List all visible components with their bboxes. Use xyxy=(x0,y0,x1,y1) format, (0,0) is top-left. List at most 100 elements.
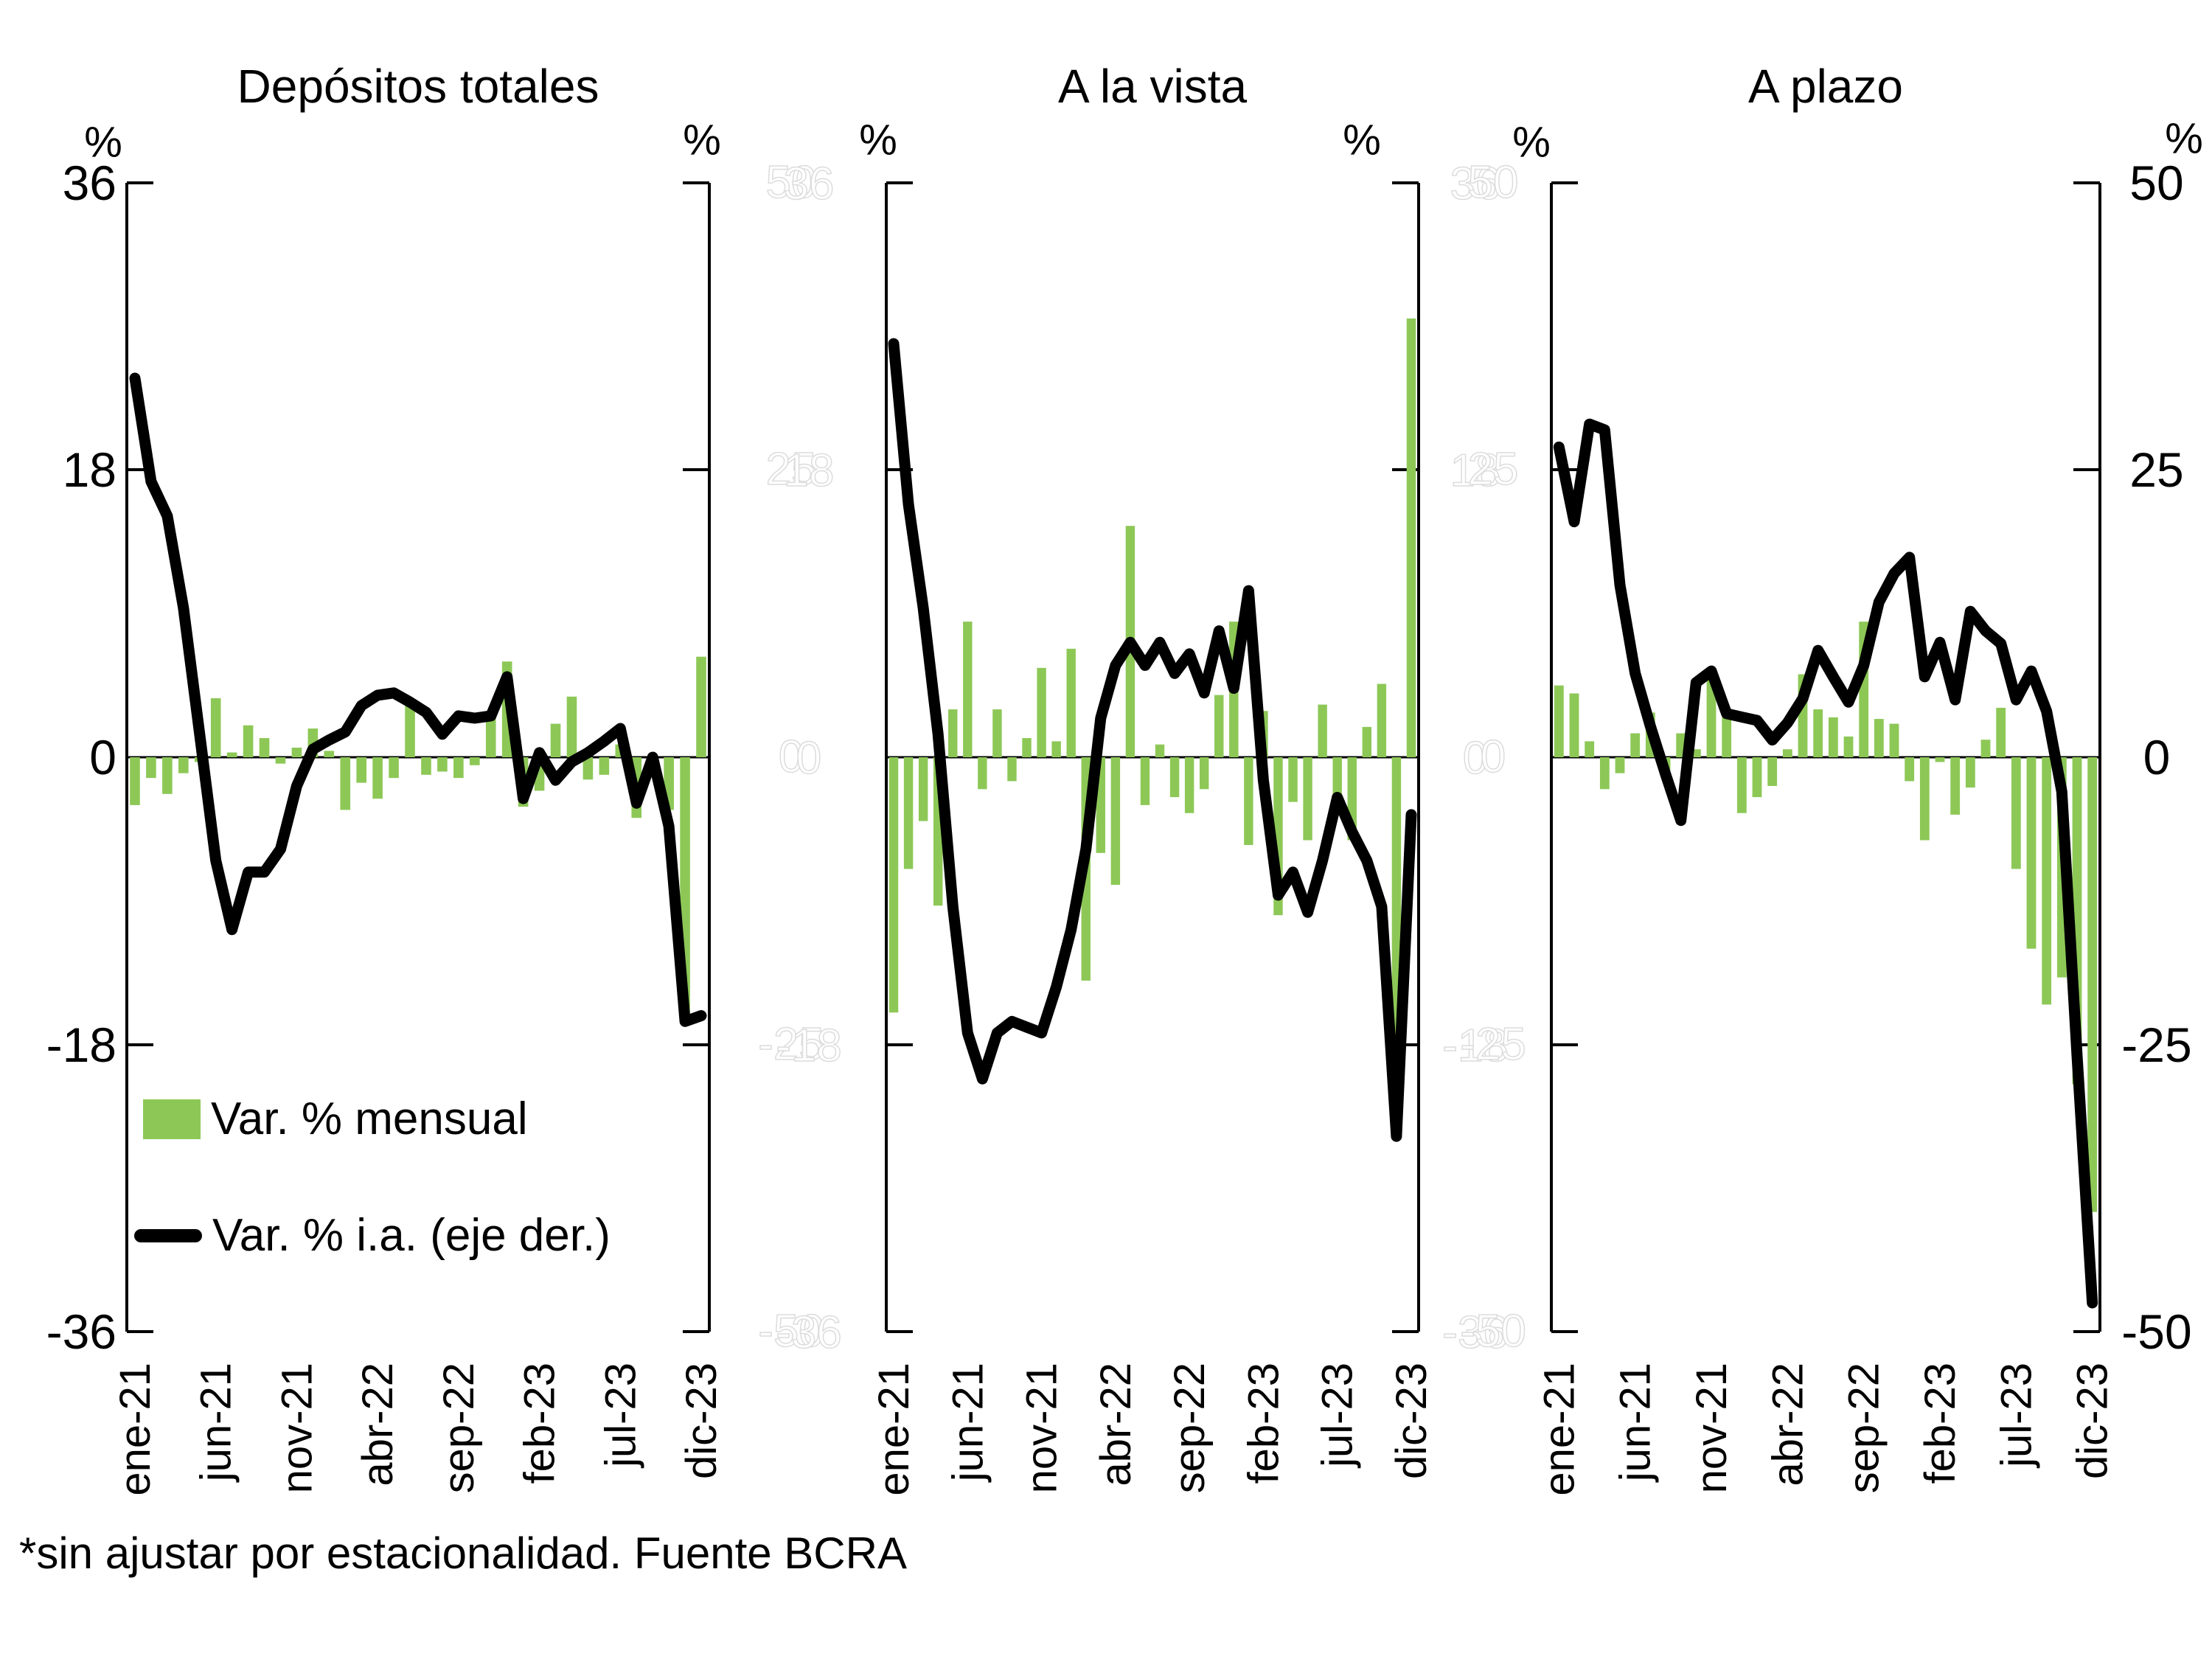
monthly-var-bar xyxy=(566,696,577,757)
monthly-var-bar xyxy=(243,725,254,757)
right-axis-label-m25: -25 xyxy=(2121,1018,2192,1072)
panel-title-a-plazo: A plazo xyxy=(1748,60,1903,113)
x-tick-label: jun-21 xyxy=(1612,1363,1660,1483)
x-tick-label: nov-21 xyxy=(1688,1363,1736,1493)
monthly-var-bar xyxy=(1377,684,1387,757)
monthly-var-bar xyxy=(1691,749,1701,757)
left-axis-label-m18: -18 xyxy=(46,1018,116,1072)
monthly-var-bar xyxy=(226,752,237,757)
monthly-var-bar xyxy=(437,757,448,772)
monthly-var-bar xyxy=(1828,717,1838,757)
x-tick-label: nov-21 xyxy=(273,1363,321,1493)
monthly-var-bar xyxy=(1874,719,1884,757)
right-axis-label-50: 50 xyxy=(2129,156,2184,210)
monthly-var-bar xyxy=(1214,695,1224,757)
legend-item-yoy: Var. % i.a. (eje der.) xyxy=(134,1209,611,1262)
monthly-var-bar xyxy=(1199,757,1209,790)
panel-title-a-la-vista: A la vista xyxy=(1057,60,1248,113)
monthly-var-bar xyxy=(1155,744,1165,757)
monthly-var-bar xyxy=(470,757,480,765)
ghost-label: -50 xyxy=(757,1306,824,1357)
monthly-var-bar xyxy=(2011,757,2021,869)
x-tick-label: abr-22 xyxy=(1764,1363,1812,1486)
monthly-var-bar xyxy=(146,757,156,779)
legend-bar-label: Var. % mensual xyxy=(211,1093,528,1144)
monthly-var-bar xyxy=(888,757,899,1013)
right-axis-label-0: 0 xyxy=(2143,730,2171,785)
panel-title-depositos-totales: Depósitos totales xyxy=(237,60,599,113)
monthly-var-bar xyxy=(1813,709,1823,757)
monthly-var-bar xyxy=(178,757,189,773)
monthly-var-bar xyxy=(1919,757,1930,841)
monthly-var-bar xyxy=(1007,757,1017,782)
monthly-var-bar xyxy=(1318,704,1327,757)
x-tick-label: feb-23 xyxy=(1916,1363,1964,1484)
monthly-var-bar xyxy=(1965,757,1975,788)
legend-line-label: Var. % i.a. (eje der.) xyxy=(212,1210,611,1261)
ghost-label: 0 xyxy=(796,733,822,784)
ghost-label: 36 xyxy=(1450,159,1501,209)
monthly-var-bar xyxy=(356,757,366,783)
ghost-label: 25 xyxy=(1467,444,1519,495)
monthly-var-bar xyxy=(1169,757,1180,798)
monthly-var-bar xyxy=(1950,757,1961,815)
monthly-var-bar xyxy=(992,709,1002,757)
monthly-var-bar xyxy=(903,757,914,869)
monthly-var-bar xyxy=(130,757,140,805)
x-tick-label: dic-23 xyxy=(2069,1363,2117,1479)
yoy-line xyxy=(1553,418,2098,1309)
x-tick-label: jul-23 xyxy=(1992,1363,2040,1469)
legend-line-swatch xyxy=(134,1228,202,1242)
ghost-label: 0 xyxy=(1480,731,1506,782)
left-axis-unit-panel2: % xyxy=(859,116,897,164)
ghost-label: 50 xyxy=(1467,157,1519,208)
monthly-var-bar xyxy=(1782,749,1792,757)
monthly-var-bar xyxy=(1980,740,1991,757)
monthly-var-bar xyxy=(1184,757,1194,813)
monthly-var-bar xyxy=(550,723,561,757)
right-axis-unit-panel3: % xyxy=(2165,114,2203,163)
x-tick-label: feb-23 xyxy=(516,1363,564,1484)
x-tick-label: ene-21 xyxy=(111,1363,159,1496)
monthly-var-bar xyxy=(1037,667,1046,757)
monthly-var-bar xyxy=(1585,741,1595,757)
monthly-var-bar xyxy=(2042,757,2052,1005)
monthly-var-bar xyxy=(1736,757,1747,813)
ghost-label: -36 xyxy=(775,1307,842,1358)
x-tick-label: nov-21 xyxy=(1018,1363,1066,1493)
source-note: *sin ajustar por estacionalidad. Fuente … xyxy=(19,1528,907,1578)
monthly-var-bar xyxy=(291,748,302,757)
left-axis-label-0: 0 xyxy=(89,730,116,785)
monthly-var-bar xyxy=(1843,736,1854,757)
x-tick-label: abr-22 xyxy=(354,1363,402,1486)
right-axis-unit-panel1: % xyxy=(683,116,721,164)
left-axis-unit-panel1: % xyxy=(84,118,122,167)
monthly-var-bar xyxy=(1362,726,1372,757)
monthly-var-bar xyxy=(1722,717,1732,757)
right-axis-unit-panel2: % xyxy=(1343,116,1381,164)
monthly-var-bar xyxy=(948,709,958,757)
ghost-label: -18 xyxy=(775,1020,842,1071)
legend-bar-swatch xyxy=(143,1099,201,1139)
x-tick-label: sep-22 xyxy=(1166,1363,1214,1493)
monthly-var-bar xyxy=(372,757,383,799)
monthly-var-bar xyxy=(1767,757,1778,786)
x-tick-label: jun-21 xyxy=(944,1363,992,1483)
x-tick-label: feb-23 xyxy=(1239,1363,1287,1484)
monthly-var-bar xyxy=(1303,757,1312,841)
x-tick-label: sep-22 xyxy=(435,1363,483,1493)
legend-item-monthly: Var. % mensual xyxy=(143,1093,528,1145)
monthly-var-bar xyxy=(1022,738,1032,757)
monthly-var-bar xyxy=(696,656,706,757)
monthly-var-bar xyxy=(1630,733,1641,757)
ghost-label: -18 xyxy=(1441,1020,1509,1071)
monthly-var-bar xyxy=(1051,741,1061,757)
monthly-var-bar xyxy=(1996,707,2006,757)
x-tick-label: ene-21 xyxy=(1535,1363,1583,1496)
monthly-var-bar xyxy=(275,757,286,764)
monthly-var-bar xyxy=(1066,648,1076,757)
monthly-var-bar xyxy=(405,703,415,757)
monthly-var-bar xyxy=(389,757,399,779)
monthly-var-bar xyxy=(324,751,335,757)
ghost-label: -36 xyxy=(1441,1307,1509,1358)
